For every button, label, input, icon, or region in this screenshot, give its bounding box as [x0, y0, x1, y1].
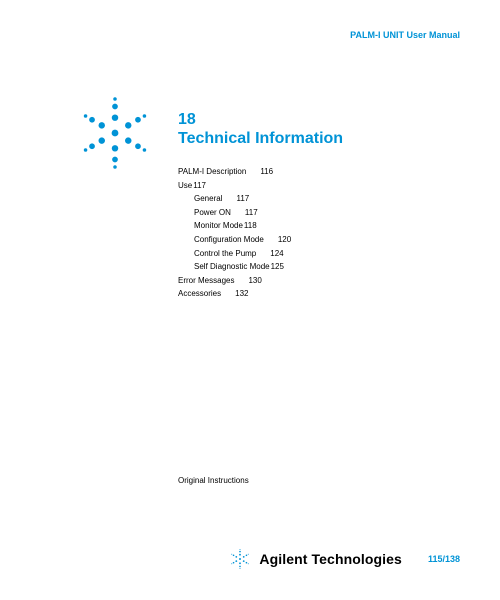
toc-entry: PALM-I Description116: [178, 165, 291, 179]
toc-label: Self Diagnostic Mode: [194, 262, 270, 271]
toc-label: Accessories: [178, 289, 221, 298]
toc-label: Monitor Mode: [194, 221, 243, 230]
toc-page: 132: [221, 289, 248, 298]
chapter-number: 18: [178, 110, 343, 129]
toc-label: General: [194, 194, 222, 203]
toc-label: Use: [178, 181, 192, 190]
toc-label: Error Messages: [178, 276, 234, 285]
toc-entry: Control the Pump124: [178, 247, 291, 261]
toc-page: 117: [192, 181, 206, 190]
starburst-icon: [70, 88, 160, 178]
toc-page: 117: [222, 194, 249, 203]
toc-entry: Use117: [178, 179, 291, 193]
toc-entry: Power ON117: [178, 206, 291, 220]
toc-label: Configuration Mode: [194, 235, 264, 244]
brand-name: Agilent Technologies: [259, 551, 402, 567]
page-footer: Agilent Technologies 115/138: [0, 546, 500, 572]
toc-label: Control the Pump: [194, 249, 256, 258]
toc-page: 125: [270, 262, 284, 271]
toc-entry: Accessories132: [178, 287, 291, 301]
toc-page: 124: [256, 249, 283, 258]
toc-page: 117: [231, 208, 258, 217]
toc-page: 118: [243, 221, 257, 230]
page-number: 115/138: [428, 554, 460, 564]
manual-header-title: PALM-I UNIT User Manual: [350, 30, 460, 40]
chapter-heading: 18 Technical Information: [178, 110, 343, 148]
toc-entry: General117: [178, 192, 291, 206]
toc-page: 120: [264, 235, 291, 244]
toc-label: Power ON: [194, 208, 231, 217]
chapter-title: Technical Information: [178, 129, 343, 148]
toc-entry: Monitor Mode118: [178, 219, 291, 233]
toc-entry: Configuration Mode120: [178, 233, 291, 247]
toc-entry: Self Diagnostic Mode125: [178, 260, 291, 274]
toc-page: 130: [234, 276, 261, 285]
table-of-contents: PALM-I Description116Use117General117Pow…: [178, 165, 291, 301]
toc-label: PALM-I Description: [178, 167, 246, 176]
spark-icon: [227, 546, 253, 572]
toc-entry: Error Messages130: [178, 274, 291, 288]
brand-logo: Agilent Technologies: [227, 546, 402, 572]
original-instructions-label: Original Instructions: [178, 476, 249, 485]
toc-page: 116: [246, 167, 273, 176]
